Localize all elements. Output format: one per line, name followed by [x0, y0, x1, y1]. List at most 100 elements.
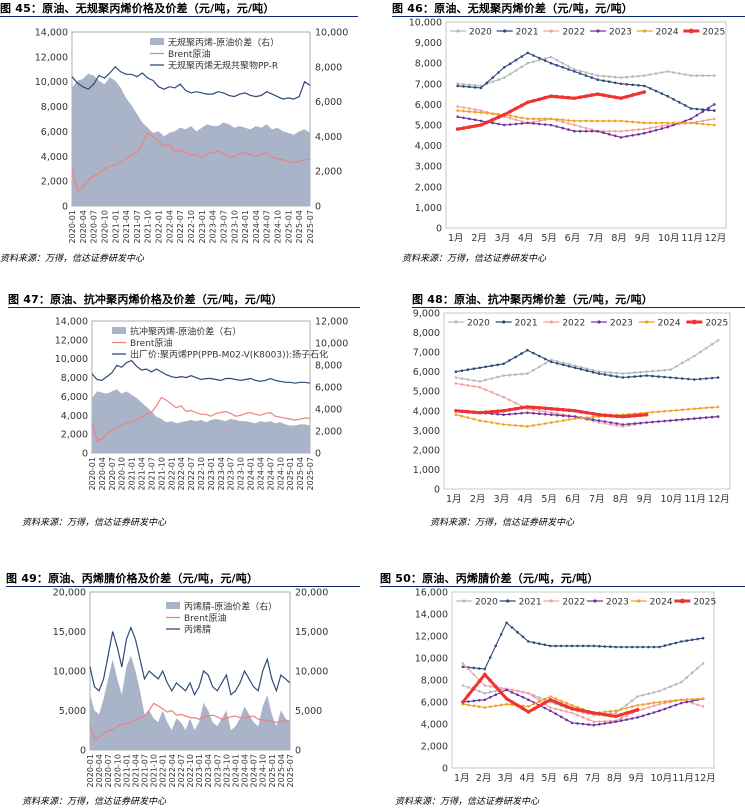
series-point-2023 — [669, 419, 672, 422]
series-point-2020 — [685, 676, 688, 679]
series-point-2020 — [669, 368, 672, 371]
series-point-2023 — [674, 703, 678, 707]
legend-entry: 2023 — [606, 598, 629, 608]
series-point-2023 — [590, 129, 594, 133]
series-point-2021 — [619, 645, 623, 649]
series-point-2024 — [456, 109, 459, 112]
series-point-2023 — [710, 415, 714, 419]
legend-entry: 2024 — [658, 319, 681, 329]
series-point-2024 — [561, 419, 565, 422]
series-point-2023 — [687, 417, 690, 421]
series-point-2021 — [648, 87, 652, 90]
x-tick-label: 2022-01 — [167, 457, 176, 490]
series-point-2022 — [454, 382, 458, 385]
series-point-2025 — [493, 684, 498, 689]
series-point-2023 — [559, 715, 563, 719]
series-point-2021 — [690, 638, 694, 642]
series-point-2023 — [532, 122, 535, 125]
series-point-2024 — [494, 704, 497, 708]
series-point-2020 — [615, 371, 619, 375]
series-point-2020 — [609, 371, 613, 374]
series-point-2020 — [602, 74, 605, 78]
series-point-2022 — [462, 106, 465, 109]
series-point-2024 — [543, 697, 547, 701]
series-point-2022 — [508, 398, 511, 402]
series-point-2022 — [567, 122, 570, 125]
series-point-2022 — [514, 401, 517, 405]
y-tick-label: 4,000 — [421, 720, 448, 731]
series-line-2020 — [455, 339, 719, 382]
series-point-2021 — [456, 84, 459, 88]
series-point-2022 — [613, 129, 617, 133]
series-point-2021 — [543, 643, 547, 647]
series-point-2023 — [587, 723, 590, 726]
series-point-2025 — [537, 704, 542, 708]
series-point-2022 — [561, 120, 564, 124]
x-tick-label: 2021-10 — [144, 210, 153, 243]
series-point-2025 — [595, 92, 600, 96]
series-point-2023 — [663, 419, 666, 423]
series-point-2023 — [645, 421, 648, 424]
series-point-2025 — [564, 704, 569, 709]
series-point-2022 — [609, 423, 613, 426]
series-point-2020 — [494, 689, 497, 693]
series-point-2025 — [635, 707, 640, 712]
series-point-2023 — [675, 418, 678, 422]
series-point-2025 — [585, 410, 589, 415]
x-tick-label: 2024-01 — [247, 457, 256, 490]
x-tick-label: 11月 — [672, 773, 694, 784]
y-tick-label: 4,000 — [413, 406, 440, 417]
series-point-2022 — [603, 422, 607, 425]
series-point-2024 — [657, 410, 660, 414]
series-point-2020 — [651, 369, 654, 373]
x-tick-label: 3月 — [498, 773, 514, 784]
legend-swatch — [112, 327, 126, 334]
series-point-2021 — [561, 363, 565, 367]
title-rule — [6, 586, 360, 587]
legend-swatch-dot — [503, 29, 507, 33]
series-point-2021 — [654, 89, 658, 93]
series-point-2021 — [505, 621, 508, 625]
series-point-2023 — [613, 134, 617, 138]
series-point-2023 — [651, 420, 654, 424]
series-point-2024 — [549, 117, 553, 121]
series-point-2021 — [462, 85, 465, 88]
series-point-2025 — [614, 714, 618, 719]
series-point-2024 — [555, 118, 559, 121]
series-point-2021 — [625, 645, 628, 649]
legend-entry: 2021 — [515, 319, 538, 329]
series-point-2023 — [704, 416, 708, 419]
series-point-2025 — [549, 94, 553, 98]
series-point-2023 — [462, 116, 465, 120]
series-point-2024 — [602, 119, 605, 123]
series-point-2025 — [581, 709, 585, 713]
series-point-2021 — [716, 376, 720, 379]
series-point-2024 — [608, 119, 611, 123]
x-tick-label: 2020-01 — [88, 457, 97, 490]
source-note: 资料来源：万得，信达证券研发中心 — [0, 254, 145, 264]
series-point-2023 — [561, 414, 565, 417]
x-tick-label: 2月 — [476, 773, 492, 784]
series-point-2022 — [527, 691, 530, 695]
series-point-2022 — [570, 711, 574, 715]
series-point-2023 — [672, 123, 675, 127]
chart-45: 0 2,000 4,000 6,000 8,000 10,000 12,000 14,000 0… — [35, 28, 349, 244]
series-point-2025 — [472, 686, 476, 691]
brent-line — [71, 131, 311, 193]
legend-swatch-dot — [679, 598, 685, 604]
series-point-2022 — [538, 409, 541, 413]
series-point-2020 — [468, 83, 471, 87]
series-point-2025 — [461, 126, 466, 130]
series-point-2023 — [657, 420, 660, 423]
series-point-2023 — [685, 700, 688, 704]
series-point-2023 — [693, 417, 696, 420]
series-point-2023 — [479, 119, 483, 123]
series-point-2022 — [666, 123, 669, 127]
title-rule — [0, 16, 358, 17]
series-point-2023 — [491, 121, 494, 125]
y-left-tick-label: 6,000 — [61, 392, 88, 403]
series-point-2021 — [657, 375, 660, 378]
series-point-2025 — [501, 409, 506, 413]
series-point-2024 — [454, 413, 458, 416]
series-point-2022 — [652, 704, 656, 708]
